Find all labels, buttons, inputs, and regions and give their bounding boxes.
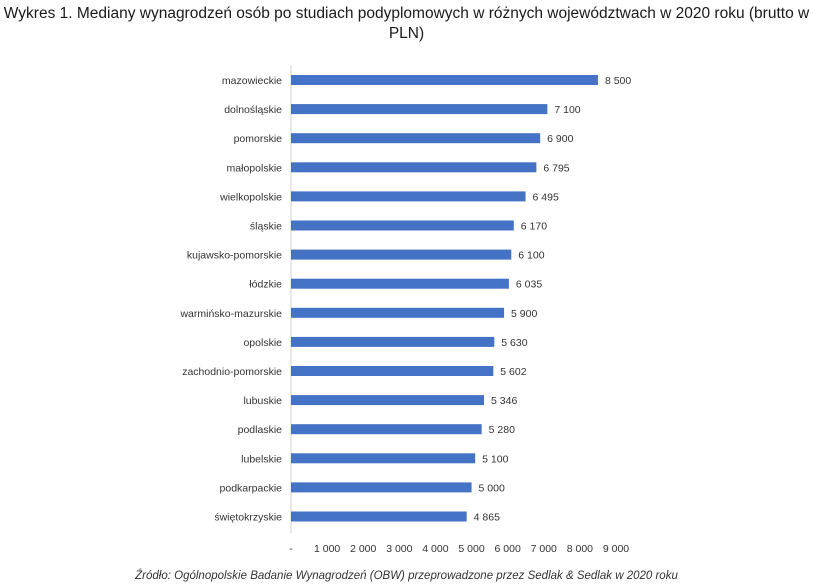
bar-2 [291, 104, 548, 115]
value-label: 6 900 [547, 133, 573, 145]
value-label: 4 865 [474, 512, 500, 524]
x-tick-label: 9 000 [603, 543, 629, 555]
bar-15 [291, 482, 472, 493]
bar-7 [291, 249, 512, 260]
category-label: zachodnio-pomorskie [182, 366, 282, 378]
category-label: podlaskie [238, 424, 283, 436]
x-tick-label: 1 000 [314, 543, 340, 555]
bar-13 [291, 424, 482, 435]
category-label: warmińsko-mazurskie [179, 308, 282, 320]
bar-12 [291, 395, 485, 406]
x-tick-label: 6 000 [495, 543, 521, 555]
bar-5 [291, 191, 526, 202]
value-label: 5 280 [489, 424, 515, 436]
bar-3 [291, 133, 541, 144]
x-tick-label: 4 000 [422, 543, 448, 555]
bars-group [291, 75, 598, 522]
category-label: pomorskie [234, 133, 283, 145]
source-note: Źródło: Ogólnopolskie Badanie Wynagrodze… [135, 570, 678, 582]
x-tick-label: 2 000 [350, 543, 376, 555]
x-tick-label: - [289, 543, 293, 555]
value-label: 5 100 [482, 453, 508, 465]
value-label: 6 795 [543, 162, 569, 174]
category-label: mazowieckie [222, 75, 282, 87]
chart-title: Wykres 1. Mediany wynagrodzeń osób po st… [3, 5, 810, 42]
bar-chart: mazowieckie dolnośląskie pomorskie małopols… [179, 65, 632, 555]
value-label: 5 000 [479, 482, 505, 494]
bar-9 [291, 307, 505, 318]
category-labels: mazowieckie dolnośląskie pomorskie małopols… [179, 75, 282, 524]
category-label: lubelskie [241, 453, 282, 465]
category-label: śląskie [250, 221, 282, 233]
value-label: 6 100 [518, 250, 544, 262]
x-axis-ticks: - 1 000 2 000 3 000 4 000 5 000 6 000 7 000 8 00… [289, 543, 629, 555]
bar-6 [291, 220, 514, 231]
category-label: podkarpackie [220, 482, 283, 494]
value-label: 6 495 [533, 191, 559, 203]
bar-1 [291, 75, 598, 85]
value-labels: 8 500 7 100 6 900 6 795 6 495 6 170 6 100 6 035… [474, 75, 632, 524]
x-tick-label: 5 000 [458, 543, 484, 555]
bar-16 [291, 511, 467, 522]
value-label: 6 170 [521, 221, 547, 233]
bar-10 [291, 336, 495, 347]
value-label: 8 500 [605, 75, 631, 87]
category-label: łódzkie [249, 279, 282, 291]
value-label: 5 346 [491, 395, 517, 407]
bar-8 [291, 278, 509, 289]
category-label: opolskie [243, 337, 282, 349]
category-label: małopolskie [227, 162, 283, 174]
value-label: 6 035 [516, 279, 542, 291]
value-label: 5 630 [501, 337, 527, 349]
category-label: kujawsko-pomorskie [187, 250, 282, 262]
category-label: świętokrzyskie [214, 512, 282, 524]
value-label: 5 602 [500, 366, 526, 378]
x-tick-label: 3 000 [386, 543, 412, 555]
value-label: 5 900 [511, 308, 537, 320]
value-label: 7 100 [554, 104, 580, 116]
x-tick-label: 8 000 [567, 543, 593, 555]
x-tick-label: 7 000 [531, 543, 557, 555]
category-label: dolnośląskie [224, 104, 282, 116]
category-label: wielkopolskie [219, 191, 282, 203]
bar-4 [291, 162, 537, 173]
bar-11 [291, 366, 494, 376]
bar-14 [291, 453, 476, 464]
category-label: lubuskie [243, 395, 282, 407]
